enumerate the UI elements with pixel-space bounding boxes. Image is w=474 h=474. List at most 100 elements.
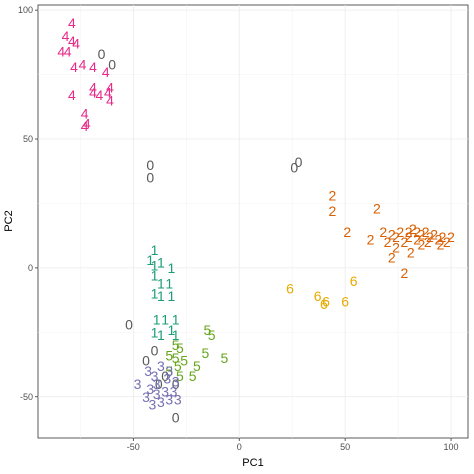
scatter-point-2: 2 bbox=[413, 224, 421, 240]
scatter-point-3: 3 bbox=[153, 386, 161, 402]
grid-lines bbox=[38, 5, 468, 438]
scatter-point-1: 1 bbox=[172, 327, 180, 343]
scatter-point-5: 5 bbox=[176, 340, 184, 356]
scatter-point-6: 6 bbox=[286, 281, 294, 297]
scatter-point-0: 0 bbox=[172, 409, 180, 425]
scatter-point-3: 3 bbox=[165, 391, 173, 407]
scatter-point-4: 4 bbox=[64, 43, 72, 59]
scatter-point-0: 0 bbox=[108, 56, 116, 72]
scatter-point-2: 2 bbox=[409, 221, 417, 237]
scatter-point-5: 5 bbox=[165, 363, 173, 379]
scatter-point-1: 1 bbox=[146, 252, 154, 268]
scatter-point-1: 1 bbox=[153, 311, 161, 327]
scatter-point-3: 3 bbox=[134, 376, 142, 392]
scatter-point-1: 1 bbox=[157, 275, 165, 291]
scatter-point-4: 4 bbox=[83, 116, 91, 132]
scatter-point-3: 3 bbox=[163, 371, 171, 387]
scatter-point-2: 2 bbox=[401, 265, 409, 281]
scatter-point-4: 4 bbox=[70, 59, 78, 75]
scatter-point-2: 2 bbox=[388, 226, 396, 242]
scatter-point-2: 2 bbox=[384, 234, 392, 250]
scatter-point-4: 4 bbox=[57, 43, 65, 59]
scatter-point-2: 2 bbox=[379, 224, 387, 240]
scatter-point-4: 4 bbox=[79, 56, 87, 72]
scatter-point-2: 2 bbox=[434, 232, 442, 248]
scatter-point-4: 4 bbox=[106, 92, 114, 108]
scatter-point-1: 1 bbox=[157, 327, 165, 343]
scatter-point-3: 3 bbox=[142, 389, 150, 405]
scatter-point-4: 4 bbox=[81, 105, 89, 121]
scatter-point-1: 1 bbox=[168, 260, 176, 276]
scatter-point-2: 2 bbox=[401, 234, 409, 250]
scatter-point-1: 1 bbox=[172, 311, 180, 327]
scatter-point-2: 2 bbox=[426, 229, 434, 245]
x-tick-label: -50 bbox=[127, 442, 140, 452]
scatter-point-2: 2 bbox=[437, 237, 445, 253]
scatter-point-1: 1 bbox=[168, 322, 176, 338]
scatter-point-2: 2 bbox=[343, 224, 351, 240]
scatter-point-6: 6 bbox=[350, 273, 358, 289]
scatter-point-2: 2 bbox=[367, 232, 375, 248]
scatter-point-4: 4 bbox=[89, 59, 97, 75]
scatter-point-3: 3 bbox=[144, 363, 152, 379]
scatter-point-4: 4 bbox=[96, 87, 104, 103]
scatter-point-1: 1 bbox=[151, 324, 159, 340]
scatter-point-3: 3 bbox=[148, 396, 156, 412]
y-axis-title: PC2 bbox=[3, 210, 15, 231]
scatter-point-3: 3 bbox=[157, 394, 165, 410]
scatter-point-4: 4 bbox=[89, 79, 97, 95]
scatter-point-4: 4 bbox=[62, 28, 70, 44]
scatter-point-2: 2 bbox=[329, 203, 337, 219]
scatter-point-3: 3 bbox=[161, 384, 169, 400]
scatter-point-2: 2 bbox=[405, 224, 413, 240]
scatter-point-5: 5 bbox=[180, 353, 188, 369]
scatter-point-5: 5 bbox=[165, 348, 173, 364]
y-tick-label: 100 bbox=[18, 5, 33, 15]
scatter-point-0: 0 bbox=[172, 376, 180, 392]
scatter-point-6: 6 bbox=[320, 296, 328, 312]
scatter-point-4: 4 bbox=[102, 64, 110, 80]
scatter-point-6: 6 bbox=[314, 288, 322, 304]
scatter-point-0: 0 bbox=[290, 159, 298, 175]
scatter-point-2: 2 bbox=[407, 244, 415, 260]
scatter-point-0: 0 bbox=[146, 157, 154, 173]
y-tick-label: -50 bbox=[20, 392, 33, 402]
scatter-point-0: 0 bbox=[161, 368, 169, 384]
scatter-point-0: 0 bbox=[142, 353, 150, 369]
scatter-point-0: 0 bbox=[146, 170, 154, 186]
scatter-point-4: 4 bbox=[81, 118, 89, 134]
scatter-point-4: 4 bbox=[68, 33, 76, 49]
scatter-point-4: 4 bbox=[68, 87, 76, 103]
scatter-point-3: 3 bbox=[146, 381, 154, 397]
x-tick-label: 50 bbox=[340, 442, 350, 452]
plot-panel bbox=[37, 4, 469, 439]
scatter-point-2: 2 bbox=[392, 229, 400, 245]
scatter-point-5: 5 bbox=[208, 327, 216, 343]
scatter-point-6: 6 bbox=[341, 293, 349, 309]
scatter-point-1: 1 bbox=[165, 275, 173, 291]
scatter-point-2: 2 bbox=[443, 234, 451, 250]
scatter-point-2: 2 bbox=[405, 229, 413, 245]
scatter-point-3: 3 bbox=[172, 373, 180, 389]
scatter-point-2: 2 bbox=[396, 224, 404, 240]
scatter-point-5: 5 bbox=[204, 322, 212, 338]
scatter-point-3: 3 bbox=[151, 368, 159, 384]
scatter-point-0: 0 bbox=[98, 46, 106, 62]
y-tick-label: 0 bbox=[28, 263, 33, 273]
scatter-point-3: 3 bbox=[174, 391, 182, 407]
scatter-point-2: 2 bbox=[388, 250, 396, 266]
scatter-point-4: 4 bbox=[104, 85, 112, 101]
x-axis-title: PC1 bbox=[242, 457, 263, 469]
scatter-point-1: 1 bbox=[168, 288, 176, 304]
scatter-point-2: 2 bbox=[373, 201, 381, 217]
scatter-point-5: 5 bbox=[193, 358, 201, 374]
scatter-point-4: 4 bbox=[68, 15, 76, 31]
scatter-point-0: 0 bbox=[125, 317, 133, 333]
scatter-point-5: 5 bbox=[174, 358, 182, 374]
scatter-point-4: 4 bbox=[89, 85, 97, 101]
scatter-point-0: 0 bbox=[295, 154, 303, 170]
scatter-point-2: 2 bbox=[413, 232, 421, 248]
scatter-point-3: 3 bbox=[170, 384, 178, 400]
y-tick-label: 50 bbox=[23, 134, 33, 144]
